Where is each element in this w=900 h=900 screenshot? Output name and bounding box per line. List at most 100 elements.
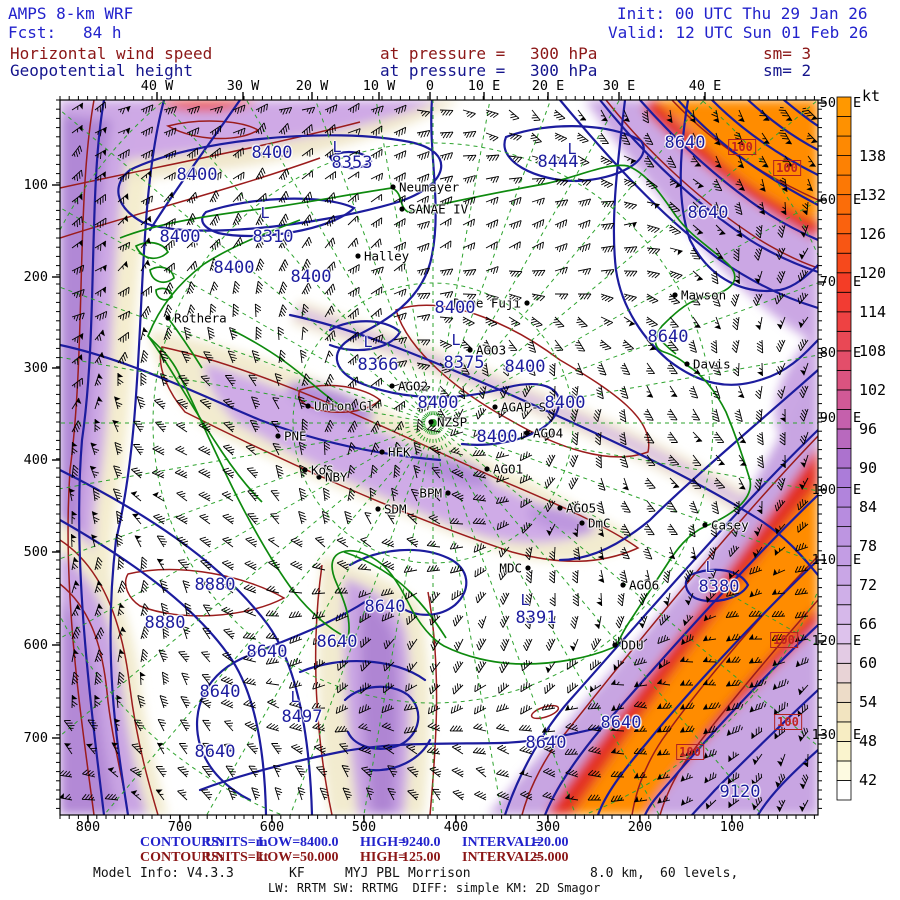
field1-smoothing: sm= 3 bbox=[763, 44, 812, 63]
height-contour-label: 8640 bbox=[199, 682, 241, 702]
low-center-marker: L bbox=[451, 331, 461, 349]
model-info: 8.0 km, bbox=[590, 866, 645, 881]
model-info: MYJ PBL bbox=[345, 866, 400, 881]
y-axis-right-label-suffix: E bbox=[853, 345, 862, 361]
field2-level: 300 hPa bbox=[530, 61, 598, 80]
colorbar-tick-label: 114 bbox=[859, 302, 887, 321]
wind-barb-field bbox=[60, 101, 818, 812]
contour-info-height: HIGH= bbox=[360, 835, 407, 850]
station-label: AGO3 bbox=[476, 342, 507, 358]
station-label: Mawson bbox=[681, 287, 727, 303]
y-axis-right-label-suffix: E bbox=[853, 552, 862, 568]
wind-contour-label: 100 bbox=[773, 160, 801, 176]
station-label: BPM bbox=[419, 485, 442, 501]
contour-info-height: 120.00 bbox=[530, 835, 569, 850]
station-label: NZSP bbox=[437, 414, 468, 430]
height-contour-label: 8880 bbox=[194, 575, 236, 595]
height-contour-label: 8353 bbox=[331, 153, 373, 173]
station-label: AGAP-S bbox=[501, 399, 547, 415]
station-label: PNE bbox=[284, 428, 307, 444]
height-contour-label: 8640 bbox=[647, 327, 689, 347]
colorbar-tick-label: 42 bbox=[859, 771, 878, 790]
station-dot bbox=[305, 403, 311, 409]
height-contour-label: 8497 bbox=[281, 707, 323, 727]
station-label: NBY bbox=[325, 469, 348, 485]
station-dot bbox=[275, 433, 281, 439]
contour-info-height: LOW= bbox=[258, 835, 301, 850]
station-dot bbox=[375, 506, 381, 512]
x-axis-bottom-label: 700 bbox=[167, 819, 193, 835]
height-contour-label: 8400 bbox=[434, 298, 476, 318]
x-axis-bottom-label: 400 bbox=[443, 819, 469, 835]
station-dot bbox=[525, 565, 531, 571]
x-axis-bottom-label: 800 bbox=[75, 819, 101, 835]
valid-line: Valid: 12 UTC Sun 01 Feb 26 bbox=[608, 23, 869, 42]
x-axis-top-label: 20 E bbox=[531, 78, 565, 94]
y-axis-right-label-suffix: E bbox=[853, 633, 862, 649]
colorbar-tick-label: 108 bbox=[859, 341, 887, 360]
colorbar-tick-label: 126 bbox=[859, 224, 887, 243]
height-contour-label: 8640 bbox=[687, 203, 729, 223]
station-label: Casey bbox=[711, 517, 749, 533]
x-axis-top-label: 40 W bbox=[140, 78, 174, 94]
station-label: SANAE IV bbox=[408, 201, 469, 217]
station-dot bbox=[612, 642, 618, 648]
height-contour-label: 8640 bbox=[194, 742, 236, 762]
station-label: AGO2 bbox=[398, 378, 429, 394]
contour-info-wind: UNITS=kt bbox=[205, 850, 269, 865]
x-axis-top-label: 0 bbox=[425, 78, 435, 94]
x-axis-bottom-label: 500 bbox=[351, 819, 377, 835]
height-contour-label: 8400 bbox=[290, 267, 332, 287]
height-contour-label: 8366 bbox=[357, 355, 399, 375]
y-axis-left-label: 700 bbox=[23, 730, 48, 746]
station-dot bbox=[428, 419, 434, 425]
field2-smoothing: sm= 2 bbox=[763, 61, 812, 80]
fcst-label: Fcst: bbox=[8, 23, 57, 42]
station-label: AGO5 bbox=[566, 500, 597, 516]
colorbar-tick-label: 84 bbox=[859, 498, 878, 517]
colorbar-tick-label: 78 bbox=[859, 537, 878, 556]
model-info: KF bbox=[289, 866, 305, 881]
y-axis-left-label: 400 bbox=[23, 452, 48, 468]
field1-name: Horizontal wind speed bbox=[10, 44, 213, 63]
low-center-marker: L bbox=[332, 138, 342, 156]
model-info: Morrison bbox=[408, 866, 471, 881]
y-axis-right-label: 110 bbox=[811, 552, 836, 568]
station-dot bbox=[684, 361, 690, 367]
station-label: Halley bbox=[364, 248, 410, 264]
low-center-marker: L bbox=[567, 140, 577, 158]
station-dot bbox=[579, 520, 585, 526]
x-axis-top-label: 40 E bbox=[688, 78, 722, 94]
height-contour-label: 8880 bbox=[144, 613, 186, 633]
low-center-marker: L bbox=[705, 558, 715, 576]
wind-contour-label: 100 bbox=[774, 714, 802, 730]
station-dot bbox=[702, 522, 708, 528]
low-center-marker: L bbox=[520, 591, 530, 609]
x-axis-top-label: 30 E bbox=[602, 78, 636, 94]
y-axis-right-label: 100 bbox=[811, 482, 836, 498]
y-axis-right-label: 90 bbox=[819, 410, 836, 426]
station-label: DmC bbox=[588, 515, 611, 531]
station-label: Dome Fuji bbox=[453, 295, 521, 311]
colorbar-tick-label: 120 bbox=[859, 263, 887, 282]
y-axis-right-label-suffix: E bbox=[853, 410, 862, 426]
station-dot bbox=[302, 467, 308, 473]
field2-at: at pressure = bbox=[380, 61, 506, 80]
station-label: KoS bbox=[311, 462, 334, 478]
height-contour-label: 8640 bbox=[664, 133, 706, 153]
map-border bbox=[59, 99, 819, 816]
contour-info-wind: 50.000 bbox=[300, 850, 339, 865]
height-contour-label: 8400 bbox=[159, 227, 201, 247]
colorbar-tick-label: 138 bbox=[859, 146, 887, 165]
x-axis-bottom-label: 200 bbox=[627, 819, 653, 835]
colorbar-tick-label: 60 bbox=[859, 654, 878, 673]
height-contour-label: 8400 bbox=[213, 258, 255, 278]
model-info: 60 levels, bbox=[660, 866, 739, 881]
height-contour-label: 8400 bbox=[417, 393, 459, 413]
height-contour-label: 8375 bbox=[443, 353, 485, 373]
y-axis-right-label-suffix: E bbox=[853, 95, 862, 111]
y-axis-right-label: 120 bbox=[811, 633, 836, 649]
x-axis-top-label: 30 W bbox=[226, 78, 260, 94]
y-axis-left-label: 500 bbox=[23, 544, 48, 560]
